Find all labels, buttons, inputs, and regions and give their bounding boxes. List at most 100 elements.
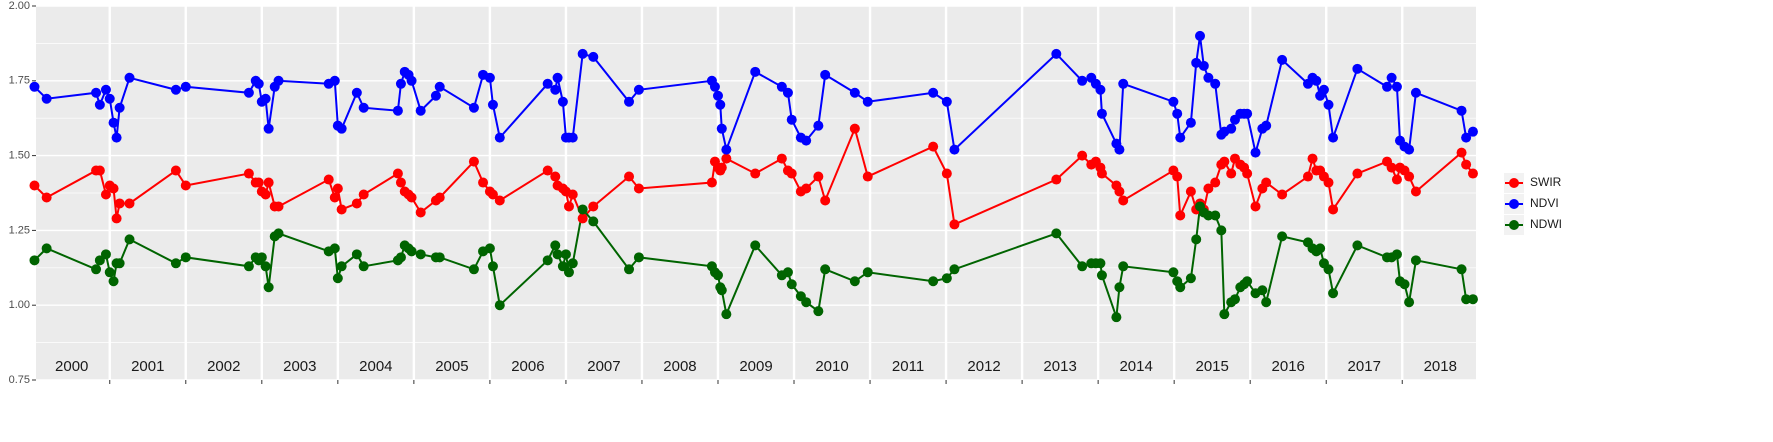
point bbox=[1219, 309, 1230, 320]
point bbox=[1095, 84, 1106, 95]
point bbox=[180, 252, 191, 263]
point bbox=[588, 201, 599, 212]
point bbox=[260, 93, 271, 104]
x-tick-label: 2010 bbox=[815, 358, 848, 375]
point bbox=[716, 285, 727, 296]
point bbox=[1185, 117, 1196, 128]
point bbox=[329, 75, 340, 86]
point bbox=[624, 171, 635, 182]
point bbox=[801, 183, 812, 194]
point bbox=[941, 273, 952, 284]
point bbox=[100, 84, 111, 95]
point bbox=[1386, 72, 1397, 83]
point bbox=[941, 168, 952, 179]
point bbox=[949, 144, 960, 155]
point bbox=[358, 189, 369, 200]
point bbox=[1404, 297, 1415, 308]
point bbox=[392, 168, 403, 179]
legend-label: NDVI bbox=[1530, 196, 1559, 210]
point bbox=[1410, 186, 1421, 197]
point bbox=[1328, 132, 1339, 143]
point bbox=[1352, 168, 1363, 179]
point bbox=[709, 81, 720, 92]
point bbox=[41, 93, 52, 104]
y-tick-label: 1.50 bbox=[9, 150, 30, 162]
point bbox=[750, 66, 761, 77]
point bbox=[395, 78, 406, 89]
point bbox=[100, 249, 111, 260]
point bbox=[928, 141, 939, 152]
point bbox=[253, 177, 264, 188]
point bbox=[1118, 195, 1129, 206]
point bbox=[94, 165, 105, 176]
point bbox=[1399, 279, 1410, 290]
point bbox=[41, 192, 52, 203]
point bbox=[721, 144, 732, 155]
point bbox=[1168, 96, 1179, 107]
point bbox=[813, 306, 824, 317]
point bbox=[941, 96, 952, 107]
point bbox=[1191, 57, 1202, 68]
point bbox=[862, 96, 873, 107]
point bbox=[468, 264, 479, 275]
point bbox=[750, 168, 761, 179]
point bbox=[478, 177, 489, 188]
point bbox=[351, 198, 362, 209]
point bbox=[1175, 210, 1186, 221]
point bbox=[1328, 204, 1339, 215]
x-tick-label: 2018 bbox=[1424, 358, 1457, 375]
point bbox=[108, 117, 119, 128]
point bbox=[406, 192, 417, 203]
point bbox=[1352, 63, 1363, 74]
point bbox=[560, 249, 571, 260]
point bbox=[336, 123, 347, 134]
point bbox=[332, 273, 343, 284]
legend-label: SWIR bbox=[1530, 175, 1562, 189]
point bbox=[1172, 108, 1183, 119]
point bbox=[1226, 123, 1237, 134]
point bbox=[358, 261, 369, 272]
point bbox=[484, 243, 495, 254]
point bbox=[1261, 177, 1272, 188]
point bbox=[260, 189, 271, 200]
point bbox=[1318, 84, 1329, 95]
point bbox=[542, 78, 553, 89]
point bbox=[1242, 276, 1253, 287]
point bbox=[100, 189, 111, 200]
point bbox=[1386, 162, 1397, 173]
point bbox=[1391, 249, 1402, 260]
point bbox=[1111, 312, 1122, 323]
point bbox=[1391, 81, 1402, 92]
point bbox=[563, 201, 574, 212]
point bbox=[1250, 147, 1261, 158]
point bbox=[1219, 156, 1230, 167]
point bbox=[1328, 288, 1339, 299]
point bbox=[588, 51, 599, 62]
point bbox=[1352, 240, 1363, 251]
point bbox=[108, 276, 119, 287]
point bbox=[1323, 177, 1334, 188]
point bbox=[1311, 75, 1322, 86]
x-tick-label: 2008 bbox=[663, 358, 696, 375]
point bbox=[111, 132, 122, 143]
x-tick-label: 2016 bbox=[1272, 358, 1305, 375]
point bbox=[1250, 201, 1261, 212]
point bbox=[415, 249, 426, 260]
point bbox=[1077, 150, 1088, 161]
point bbox=[253, 78, 264, 89]
point bbox=[329, 243, 340, 254]
x-tick-label: 2003 bbox=[283, 358, 316, 375]
point bbox=[1118, 78, 1129, 89]
point bbox=[557, 96, 568, 107]
point bbox=[108, 183, 119, 194]
point bbox=[1404, 144, 1415, 155]
point bbox=[1302, 171, 1313, 182]
point bbox=[716, 123, 727, 134]
point bbox=[928, 87, 939, 98]
point bbox=[468, 156, 479, 167]
point bbox=[1210, 210, 1221, 221]
point bbox=[1210, 78, 1221, 89]
point bbox=[260, 261, 271, 272]
point bbox=[91, 264, 102, 275]
point bbox=[715, 99, 726, 110]
